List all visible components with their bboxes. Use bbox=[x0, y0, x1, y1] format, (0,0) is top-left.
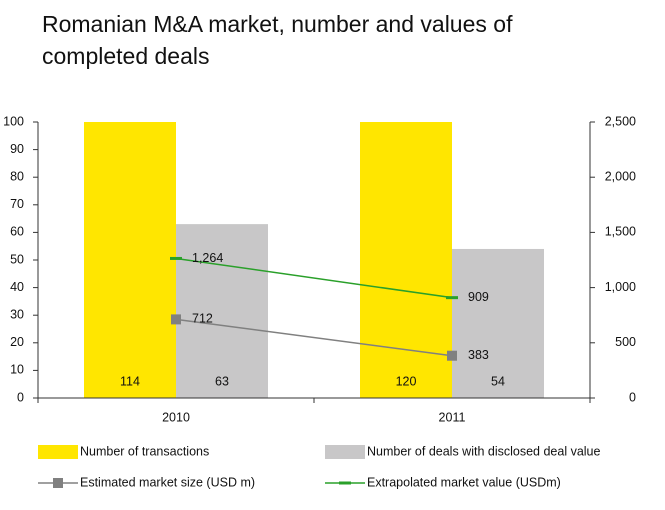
legend-label: Number of transactions bbox=[80, 444, 209, 458]
point-value-label: 909 bbox=[468, 290, 489, 304]
chart-title: Romanian M&A market, number and values o… bbox=[42, 11, 513, 69]
y2-tick-label: 500 bbox=[615, 335, 636, 349]
y-tick-label: 10 bbox=[10, 363, 24, 377]
marker bbox=[447, 350, 457, 361]
x-tick-label: 2010 bbox=[162, 410, 190, 424]
line bbox=[175, 318, 453, 357]
y-tick-label: 30 bbox=[10, 307, 24, 321]
legend-label: Extrapolated market value (USDm) bbox=[367, 475, 561, 489]
legend-swatch bbox=[38, 445, 78, 459]
y2-tick-label: 1,000 bbox=[605, 280, 636, 294]
bar-value-label: 120 bbox=[396, 374, 417, 388]
y-tick-label: 80 bbox=[10, 169, 24, 183]
y-tick-label: 0 bbox=[17, 390, 24, 404]
y-tick-label: 60 bbox=[10, 225, 24, 239]
point-value-label: 712 bbox=[192, 312, 213, 326]
y-tick-label: 90 bbox=[10, 142, 24, 156]
y-tick-label: 70 bbox=[10, 197, 24, 211]
legend-label: Estimated market size (USD m) bbox=[80, 475, 255, 489]
y-tick-label: 40 bbox=[10, 280, 24, 294]
bar-layer bbox=[84, 122, 544, 398]
y-tick-label: 50 bbox=[10, 252, 24, 266]
y2-tick-label: 1,500 bbox=[605, 225, 636, 239]
y2-tick-label: 2,500 bbox=[605, 114, 636, 128]
bar-value-label: 63 bbox=[215, 374, 229, 388]
bar-value-label: 114 bbox=[120, 374, 140, 388]
point-value-label: 1,264 bbox=[192, 251, 223, 265]
marker bbox=[171, 314, 181, 325]
bar-value-label: 54 bbox=[491, 374, 505, 388]
point-value-label: 383 bbox=[468, 348, 489, 362]
bar bbox=[452, 248, 544, 398]
bar bbox=[360, 122, 452, 398]
bar bbox=[176, 224, 268, 398]
x-tick-label: 2011 bbox=[439, 410, 466, 424]
y2-tick-label: 2,000 bbox=[605, 169, 636, 183]
y-tick-label: 100 bbox=[3, 114, 24, 128]
legend-marker bbox=[53, 478, 63, 488]
y-tick-label: 20 bbox=[10, 335, 24, 349]
legend-label: Number of deals with disclosed deal valu… bbox=[367, 444, 601, 458]
bar bbox=[84, 122, 176, 398]
y2-tick-label: 0 bbox=[629, 390, 636, 404]
legend-swatch bbox=[325, 445, 365, 459]
line bbox=[175, 257, 453, 299]
